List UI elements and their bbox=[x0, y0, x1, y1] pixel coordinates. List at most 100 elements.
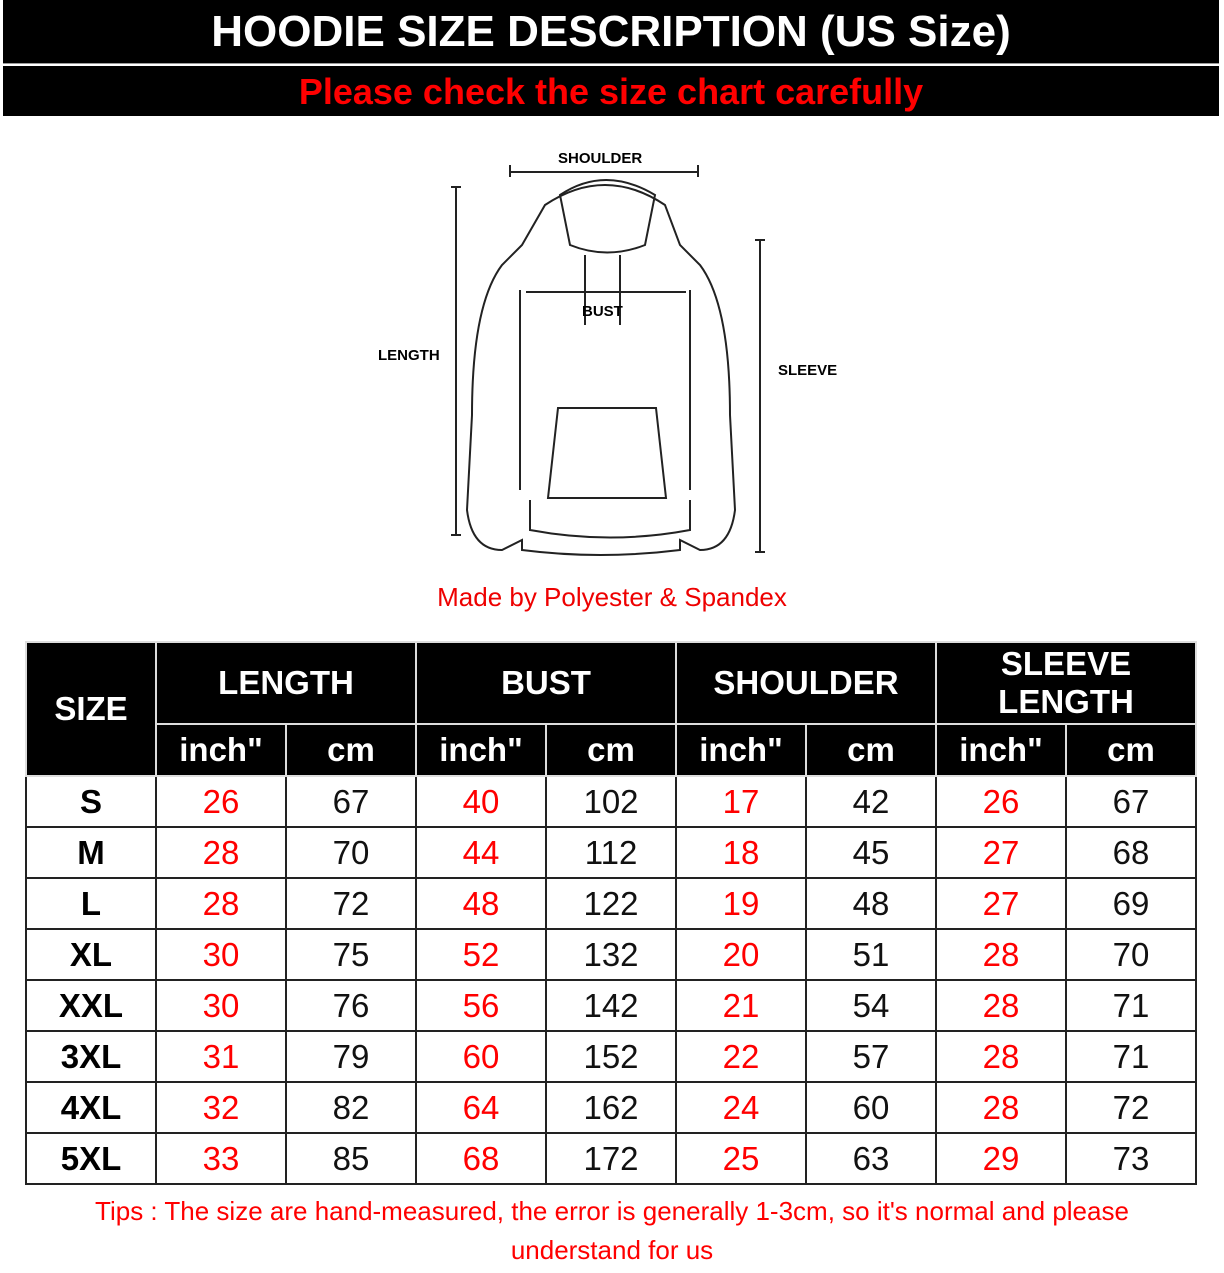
table-row: S 26 67 40 102 17 42 26 67 bbox=[25, 775, 1197, 828]
cm-value-cell: 67 bbox=[1065, 775, 1197, 828]
page-title: HOODIE SIZE DESCRIPTION (US Size) bbox=[3, 0, 1219, 63]
inch-value-cell: 30 bbox=[155, 979, 287, 1032]
size-cell: S bbox=[25, 775, 157, 828]
cm-value-cell: 162 bbox=[545, 1081, 677, 1134]
cm-value-cell: 152 bbox=[545, 1030, 677, 1083]
material-note: Made by Polyester & Spandex bbox=[437, 582, 787, 612]
shoulder-header: SHOULDER bbox=[675, 641, 937, 725]
shoulder-label: SHOULDER bbox=[558, 150, 643, 167]
table-row: XXL 30 76 56 142 21 54 28 71 bbox=[25, 979, 1197, 1032]
cm-value-cell: 69 bbox=[1065, 877, 1197, 930]
cm-value-cell: 48 bbox=[805, 877, 937, 930]
cm-value-cell: 42 bbox=[805, 775, 937, 828]
inch-value-cell: 44 bbox=[415, 826, 547, 879]
cm-value-cell: 72 bbox=[285, 877, 417, 930]
inch-value-cell: 19 bbox=[675, 877, 807, 930]
unit-header-cm: cm bbox=[545, 723, 677, 777]
cm-value-cell: 76 bbox=[285, 979, 417, 1032]
cm-value-cell: 71 bbox=[1065, 979, 1197, 1032]
inch-value-cell: 40 bbox=[415, 775, 547, 828]
bust-header: BUST bbox=[415, 641, 677, 725]
size-header: SIZE bbox=[25, 641, 157, 777]
cm-value-cell: 102 bbox=[545, 775, 677, 828]
inch-value-cell: 27 bbox=[935, 877, 1067, 930]
table-row: 3XL 31 79 60 152 22 57 28 71 bbox=[25, 1030, 1197, 1083]
cm-value-cell: 71 bbox=[1065, 1030, 1197, 1083]
cm-value-cell: 68 bbox=[1065, 826, 1197, 879]
inch-value-cell: 28 bbox=[935, 928, 1067, 981]
size-table: SIZE LENGTH BUST SHOULDER SLEEVE LENGTH … bbox=[25, 641, 1197, 1185]
inch-value-cell: 32 bbox=[155, 1081, 287, 1134]
cm-value-cell: 70 bbox=[1065, 928, 1197, 981]
bust-label: BUST bbox=[582, 303, 623, 320]
inch-value-cell: 68 bbox=[415, 1132, 547, 1185]
size-cell: XXL bbox=[25, 979, 157, 1032]
inch-value-cell: 33 bbox=[155, 1132, 287, 1185]
inch-value-cell: 25 bbox=[675, 1132, 807, 1185]
cm-value-cell: 54 bbox=[805, 979, 937, 1032]
cm-value-cell: 45 bbox=[805, 826, 937, 879]
cm-value-cell: 63 bbox=[805, 1132, 937, 1185]
inch-value-cell: 60 bbox=[415, 1030, 547, 1083]
hoodie-illustration bbox=[451, 165, 765, 556]
page-subtitle: Please check the size chart carefully bbox=[3, 66, 1219, 116]
inch-value-cell: 29 bbox=[935, 1132, 1067, 1185]
cm-value-cell: 79 bbox=[285, 1030, 417, 1083]
inch-value-cell: 26 bbox=[935, 775, 1067, 828]
sleeve-length-header: SLEEVE LENGTH bbox=[935, 641, 1197, 725]
cm-value-cell: 60 bbox=[805, 1081, 937, 1134]
size-cell: M bbox=[25, 826, 157, 879]
divider bbox=[3, 63, 1219, 67]
cm-value-cell: 73 bbox=[1065, 1132, 1197, 1185]
inch-value-cell: 18 bbox=[675, 826, 807, 879]
unit-header-inch: inch" bbox=[155, 723, 287, 777]
size-cell: L bbox=[25, 877, 157, 930]
inch-value-cell: 31 bbox=[155, 1030, 287, 1083]
cm-value-cell: 70 bbox=[285, 826, 417, 879]
inch-value-cell: 28 bbox=[935, 1030, 1067, 1083]
inch-value-cell: 17 bbox=[675, 775, 807, 828]
length-label: LENGTH bbox=[378, 347, 440, 364]
table-row: L 28 72 48 122 19 48 27 69 bbox=[25, 877, 1197, 930]
tips-note: Tips : The size are hand-measured, the e… bbox=[95, 1196, 1129, 1265]
cm-value-cell: 51 bbox=[805, 928, 937, 981]
table-row: M 28 70 44 112 18 45 27 68 bbox=[25, 826, 1197, 879]
inch-value-cell: 28 bbox=[935, 979, 1067, 1032]
size-cell: XL bbox=[25, 928, 157, 981]
unit-header-cm: cm bbox=[805, 723, 937, 777]
inch-value-cell: 28 bbox=[155, 826, 287, 879]
length-header: LENGTH bbox=[155, 641, 417, 725]
cm-value-cell: 85 bbox=[285, 1132, 417, 1185]
table-row: 5XL 33 85 68 172 25 63 29 73 bbox=[25, 1132, 1197, 1185]
unit-header-cm: cm bbox=[285, 723, 417, 777]
inch-value-cell: 26 bbox=[155, 775, 287, 828]
table-row: XL 30 75 52 132 20 51 28 70 bbox=[25, 928, 1197, 981]
cm-value-cell: 57 bbox=[805, 1030, 937, 1083]
sleeve-label: SLEEVE bbox=[778, 362, 838, 379]
inch-value-cell: 22 bbox=[675, 1030, 807, 1083]
inch-value-cell: 20 bbox=[675, 928, 807, 981]
cm-value-cell: 75 bbox=[285, 928, 417, 981]
inch-value-cell: 27 bbox=[935, 826, 1067, 879]
size-cell: 4XL bbox=[25, 1081, 157, 1134]
inch-value-cell: 30 bbox=[155, 928, 287, 981]
inch-value-cell: 24 bbox=[675, 1081, 807, 1134]
inch-value-cell: 48 bbox=[415, 877, 547, 930]
cm-value-cell: 142 bbox=[545, 979, 677, 1032]
unit-header-inch: inch" bbox=[935, 723, 1067, 777]
cm-value-cell: 72 bbox=[1065, 1081, 1197, 1134]
size-cell: 5XL bbox=[25, 1132, 157, 1185]
cm-value-cell: 67 bbox=[285, 775, 417, 828]
inch-value-cell: 56 bbox=[415, 979, 547, 1032]
table-row: 4XL 32 82 64 162 24 60 28 72 bbox=[25, 1081, 1197, 1134]
cm-value-cell: 172 bbox=[545, 1132, 677, 1185]
unit-header-cm: cm bbox=[1065, 723, 1197, 777]
inch-value-cell: 28 bbox=[155, 877, 287, 930]
unit-header-inch: inch" bbox=[415, 723, 547, 777]
inch-value-cell: 28 bbox=[935, 1081, 1067, 1134]
inch-value-cell: 52 bbox=[415, 928, 547, 981]
unit-header-inch: inch" bbox=[675, 723, 807, 777]
cm-value-cell: 82 bbox=[285, 1081, 417, 1134]
cm-value-cell: 132 bbox=[545, 928, 677, 981]
cm-value-cell: 122 bbox=[545, 877, 677, 930]
